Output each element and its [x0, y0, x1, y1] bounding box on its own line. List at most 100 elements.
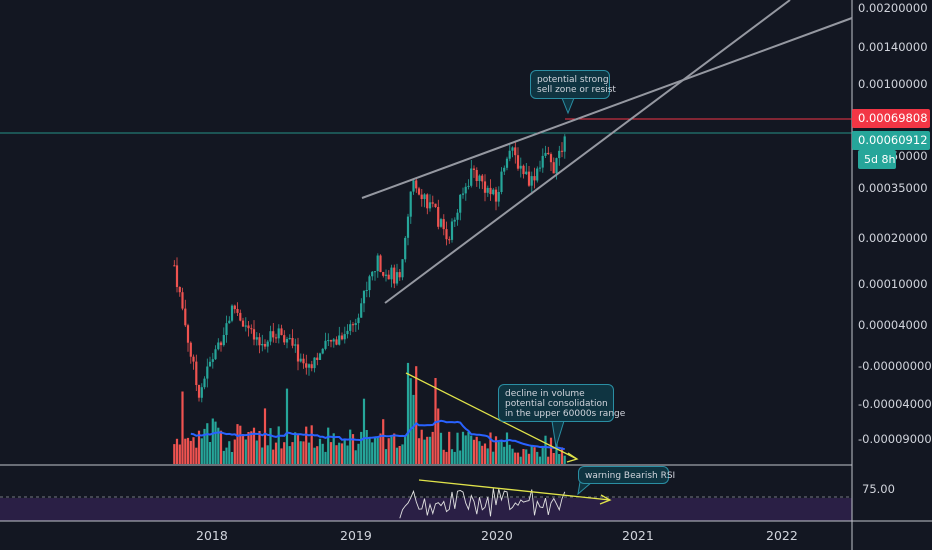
candle-body [406, 216, 410, 238]
volume-bar [511, 448, 514, 464]
candle-body [541, 155, 544, 168]
candle-body [329, 340, 333, 342]
price-axis-label: 0.00004000 [858, 318, 928, 332]
time-axis-label: 2018 [196, 528, 228, 543]
volume-bar [560, 447, 564, 464]
volume-bar [434, 378, 437, 464]
last-price-badge[interactable]: 0.00060912 [852, 131, 930, 150]
volume-bar [406, 362, 410, 464]
candle-body [236, 309, 239, 313]
price-axis-label: -0.00004000 [858, 397, 932, 411]
candle-body [563, 136, 566, 152]
candle-body [431, 202, 434, 204]
candle-body [387, 274, 390, 280]
volume-bar [186, 437, 190, 464]
price-axis-label: -0.00009000 [858, 432, 932, 446]
volume-bar [307, 442, 311, 464]
lower-wedge-trendline[interactable] [384, 0, 791, 304]
volume-bar [379, 433, 382, 464]
volume-bar [395, 447, 399, 464]
volume-bar [258, 431, 261, 464]
candle-body [214, 349, 217, 360]
candle-body [305, 363, 308, 368]
volume-bar [175, 438, 179, 464]
volume-bar [233, 439, 236, 464]
volume-bar [483, 443, 487, 464]
volume-bar [544, 435, 547, 464]
volume-bar [329, 442, 333, 464]
time-axis-label: 2020 [481, 528, 513, 543]
candle-body [195, 361, 198, 385]
volume-bar [206, 423, 209, 464]
candle-body [186, 325, 190, 343]
candle-body [538, 167, 542, 169]
candle-body [483, 181, 487, 193]
candle-body [558, 150, 561, 159]
volume-bar [332, 433, 335, 464]
volume-bar [525, 449, 528, 464]
volume-bar [401, 444, 404, 464]
resistance-price-badge[interactable]: 0.00069808 [852, 109, 930, 128]
candle-body [544, 152, 547, 156]
candle-body [511, 147, 514, 151]
candle-body [467, 185, 470, 187]
candle-body [178, 287, 181, 293]
volume-bar [464, 435, 467, 464]
volume-bar [200, 438, 203, 464]
candle-body [230, 305, 234, 321]
volume-bar [340, 443, 344, 464]
candle-body [376, 255, 379, 272]
volume-bar [516, 452, 520, 464]
candle-body [288, 338, 291, 339]
volume-bar [241, 434, 245, 464]
candle-body [203, 378, 206, 388]
volume-bar [291, 442, 294, 464]
candle-body [283, 335, 286, 343]
volume-bar [274, 442, 278, 464]
volume-bar [203, 428, 206, 464]
candle-body [384, 274, 388, 276]
volume-bar [486, 448, 489, 464]
candle-body [206, 366, 209, 379]
volume-bar [184, 438, 187, 464]
candle-body [189, 342, 192, 357]
candle-body [464, 186, 467, 194]
volume-bar [228, 441, 231, 464]
volume-bar [197, 430, 201, 464]
volume-bar [189, 440, 192, 464]
volume-bar [415, 366, 418, 464]
volume-decline-arrow[interactable] [405, 372, 578, 460]
candle-body [497, 192, 500, 202]
candle-body [472, 168, 476, 170]
candles-group [173, 134, 566, 403]
volume-bar [192, 437, 195, 464]
volume-bar [398, 446, 401, 464]
volume-bar [305, 426, 308, 464]
candle-body [250, 328, 253, 330]
candle-body [318, 353, 322, 360]
volume-bar [335, 445, 338, 464]
volume-bar [409, 378, 412, 464]
candle-body [395, 272, 399, 284]
volume-bar [219, 430, 223, 464]
volume-bar [514, 452, 517, 464]
candle-body [175, 265, 179, 287]
volume-bar [412, 394, 415, 464]
volume-bar [563, 455, 566, 464]
upper-wedge-trendline[interactable] [361, 17, 853, 199]
volume-bar [354, 450, 357, 464]
candle-body [412, 180, 415, 192]
candle-body [527, 171, 531, 186]
volume-bar [448, 431, 451, 464]
volume-bar [208, 442, 212, 464]
candle-body [277, 328, 280, 339]
candle-body [294, 344, 297, 346]
volume-bar [252, 427, 256, 464]
rsi-note[interactable]: warning Bearish RSI [578, 466, 675, 484]
volume-note[interactable]: decline in volume potential consolidatio… [498, 384, 625, 422]
sell-zone-note[interactable]: potential strong sell zone or resist [530, 70, 616, 99]
volume-bar [390, 435, 393, 464]
candle-body [263, 344, 267, 347]
rsi-divergence-arrow[interactable] [418, 479, 611, 501]
